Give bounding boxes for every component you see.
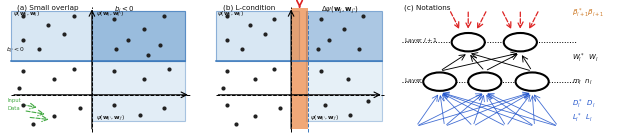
Text: $\psi(\mathbf{w}_j, \mathbf{w}_j)$: $\psi(\mathbf{w}_j, \mathbf{w}_j)$ xyxy=(218,10,244,20)
Text: Data: Data xyxy=(7,106,20,111)
Text: (c) Notations: (c) Notations xyxy=(404,5,451,11)
Text: $\psi(\mathbf{w}_{j^{\prime}}, \mathbf{w}_{j^{\prime}})$: $\psi(\mathbf{w}_{j^{\prime}}, \mathbf{w… xyxy=(310,114,339,124)
Circle shape xyxy=(468,72,501,91)
Text: $D_l^*\ \ D_l$: $D_l^*\ \ D_l$ xyxy=(572,97,596,111)
Text: $W_l^*\ \ W_l$: $W_l^*\ \ W_l$ xyxy=(572,51,599,65)
Circle shape xyxy=(504,33,537,51)
Bar xyxy=(216,11,299,61)
Text: Layer $l$: Layer $l$ xyxy=(404,76,428,85)
Text: $L_l^*\ \ L_l$: $L_l^*\ \ L_l$ xyxy=(572,112,593,125)
Text: (a) Small overlap: (a) Small overlap xyxy=(17,5,78,11)
Bar xyxy=(12,11,185,61)
Circle shape xyxy=(423,72,456,91)
Text: Input: Input xyxy=(7,98,21,103)
Bar xyxy=(306,61,381,121)
Text: (b) L-condition: (b) L-condition xyxy=(223,5,276,11)
Circle shape xyxy=(452,33,485,51)
Text: $b_{j'} < 0$: $b_{j'} < 0$ xyxy=(6,46,25,56)
Text: $m_l\ \ n_l$: $m_l\ \ n_l$ xyxy=(572,78,593,87)
Text: $\psi(\mathbf{w}_j, \mathbf{w}_{j^{\prime}})$: $\psi(\mathbf{w}_j, \mathbf{w}_{j^{\prim… xyxy=(96,10,124,20)
Bar xyxy=(306,11,381,61)
Text: $\Delta\psi(\mathbf{w}_j, \mathbf{w}_{j^{\prime}})$: $\Delta\psi(\mathbf{w}_j, \mathbf{w}_{j^… xyxy=(321,5,359,16)
Text: $\psi(\mathbf{w}_{j^{\prime}}, \mathbf{w}_{j^{\prime}})$: $\psi(\mathbf{w}_{j^{\prime}}, \mathbf{w… xyxy=(96,114,125,124)
Bar xyxy=(92,61,185,121)
Bar xyxy=(92,11,185,61)
Text: $\psi(\mathbf{w}_j, \mathbf{w}_j)$: $\psi(\mathbf{w}_j, \mathbf{w}_j)$ xyxy=(13,10,40,20)
Text: $b_j < 0$: $b_j < 0$ xyxy=(114,5,134,16)
Bar xyxy=(291,8,308,129)
Circle shape xyxy=(516,72,548,91)
Text: Layer $l+1$: Layer $l+1$ xyxy=(404,36,438,45)
Text: $\beta_{l+1}^*\beta_{l+1}$: $\beta_{l+1}^*\beta_{l+1}$ xyxy=(572,7,605,20)
